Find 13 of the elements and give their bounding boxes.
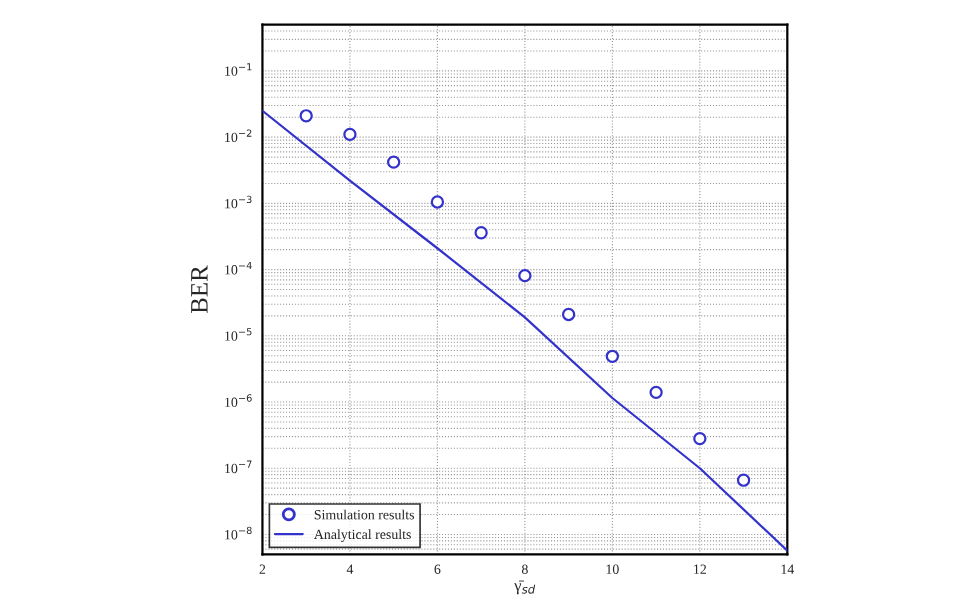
point [474,226,488,240]
point [736,473,751,487]
point [649,385,663,400]
y-axis-title: BER [191,265,208,314]
point [561,307,576,322]
point [387,155,401,169]
point [518,268,532,283]
point [343,127,357,142]
point [693,431,707,446]
point [605,349,620,363]
x-axis-title: γ̄$_{sd}$ [514,580,536,595]
point [299,109,313,123]
point [430,195,445,209]
